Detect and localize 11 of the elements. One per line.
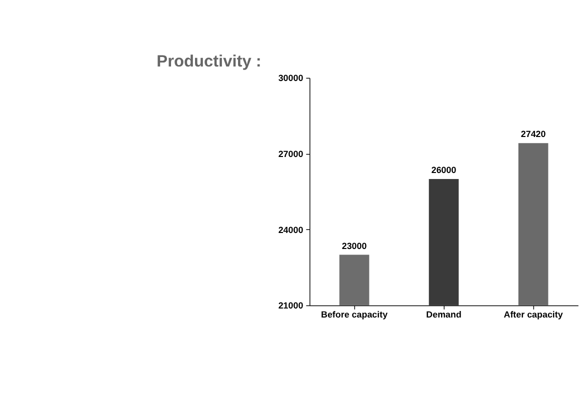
data-label: 26000 — [431, 164, 456, 175]
y-tick-label: 21000 — [278, 300, 304, 311]
y-tick-label: 27000 — [278, 149, 304, 160]
data-label: 27420 — [520, 129, 546, 140]
x-tick-label: After capacity — [504, 310, 563, 320]
x-tick-label: Demand — [426, 310, 462, 320]
y-tick-label: 24000 — [278, 224, 304, 235]
x-tick-label: Before capacity — [321, 310, 388, 320]
y-tick-label: 30000 — [278, 73, 304, 84]
data-label: 23000 — [342, 240, 367, 251]
chart-title: Productivity : — [156, 52, 262, 71]
